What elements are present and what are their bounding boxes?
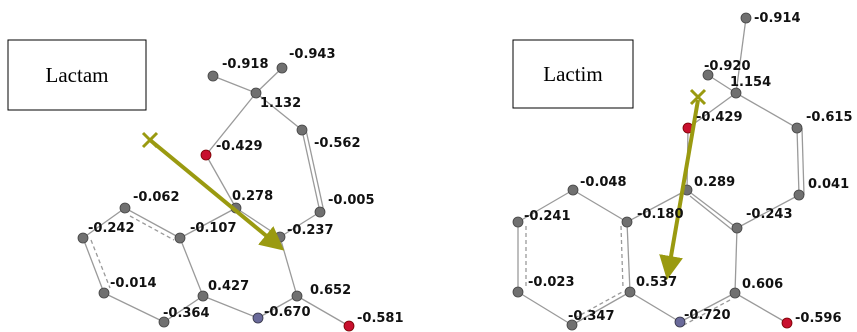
- charge-label: -0.023: [528, 275, 575, 290]
- bond: [621, 226, 623, 288]
- atom: [297, 125, 307, 135]
- atom: [277, 63, 287, 73]
- bond: [104, 293, 164, 322]
- charge-label: -0.347: [568, 309, 615, 324]
- charge-label: -0.243: [746, 207, 793, 222]
- atom: [120, 203, 130, 213]
- charge-label: 0.427: [208, 279, 249, 294]
- atom: [78, 233, 88, 243]
- charge-label: 0.652: [310, 283, 351, 298]
- charge-label: -0.720: [684, 308, 731, 323]
- atom: [782, 318, 792, 328]
- bond: [180, 238, 203, 296]
- bond: [213, 76, 256, 93]
- atom: [198, 291, 208, 301]
- atom: [513, 217, 523, 227]
- atom: [315, 207, 325, 217]
- charge-label: -0.920: [704, 59, 751, 74]
- charge-label: -0.914: [754, 11, 801, 26]
- charge-label: 0.606: [742, 277, 783, 292]
- panel-title: Lactam: [46, 63, 109, 87]
- atom: [741, 13, 751, 23]
- bond: [687, 190, 737, 228]
- charge-label: -0.241: [524, 209, 571, 224]
- bond: [736, 93, 797, 128]
- charge-label: -0.581: [357, 311, 404, 326]
- atom: [794, 190, 804, 200]
- charge-label: -0.429: [216, 139, 263, 154]
- bond: [518, 292, 572, 325]
- bond: [236, 208, 280, 237]
- bond: [797, 128, 799, 195]
- panel-title: Lactim: [543, 62, 602, 86]
- atom: [253, 313, 263, 323]
- dipole-origin: [143, 133, 157, 147]
- charge-label: 0.041: [808, 177, 849, 192]
- bond: [735, 293, 787, 323]
- bond: [130, 216, 174, 240]
- bond: [802, 128, 804, 195]
- atom: [201, 150, 211, 160]
- charge-label: -0.943: [289, 47, 336, 62]
- atom: [208, 71, 218, 81]
- atom: [292, 291, 302, 301]
- charge-label: -0.670: [264, 305, 311, 320]
- charge-label: -0.048: [580, 175, 627, 190]
- atom: [792, 123, 802, 133]
- charge-label: -0.014: [110, 276, 157, 291]
- bond: [91, 240, 110, 288]
- charge-label: -0.596: [795, 311, 842, 326]
- bond: [690, 196, 735, 232]
- atom: [513, 287, 523, 297]
- charge-label: -0.237: [287, 223, 334, 238]
- bond: [735, 228, 737, 293]
- atom: [568, 185, 578, 195]
- charge-label: -0.062: [133, 190, 180, 205]
- charge-label: 1.154: [730, 75, 771, 90]
- charge-label: -0.107: [190, 221, 237, 236]
- atom: [175, 233, 185, 243]
- charge-label: -0.918: [222, 57, 269, 72]
- bond: [203, 296, 258, 318]
- charge-label: 1.132: [260, 96, 301, 111]
- atom: [99, 288, 109, 298]
- atom: [730, 288, 740, 298]
- atom: [625, 287, 635, 297]
- charge-label: 0.289: [694, 175, 735, 190]
- diagram: Lactam -0.918 -0.943 1.132 -0.429 -0.562…: [0, 0, 857, 332]
- charge-label: -0.005: [328, 193, 375, 208]
- bond: [280, 237, 297, 296]
- bond: [573, 190, 627, 222]
- lactim-panel: Lactim -0.914 -0.920 1.154 -0.429 -0.615…: [513, 11, 853, 330]
- atom: [344, 321, 354, 331]
- charge-label: -0.615: [806, 110, 853, 125]
- charge-label: -0.364: [163, 306, 210, 321]
- bond: [627, 222, 630, 292]
- charge-label: -0.180: [637, 207, 684, 222]
- charge-label: -0.429: [696, 110, 743, 125]
- atom: [275, 232, 285, 242]
- charge-label: -0.562: [314, 136, 361, 151]
- atom: [732, 223, 742, 233]
- charge-label: -0.242: [88, 221, 135, 236]
- charge-label: 0.278: [232, 189, 273, 204]
- bond: [630, 292, 680, 322]
- charge-label: 0.537: [636, 275, 677, 290]
- lactam-panel: Lactam -0.918 -0.943 1.132 -0.429 -0.562…: [8, 40, 404, 331]
- atom: [622, 217, 632, 227]
- bond: [83, 238, 104, 293]
